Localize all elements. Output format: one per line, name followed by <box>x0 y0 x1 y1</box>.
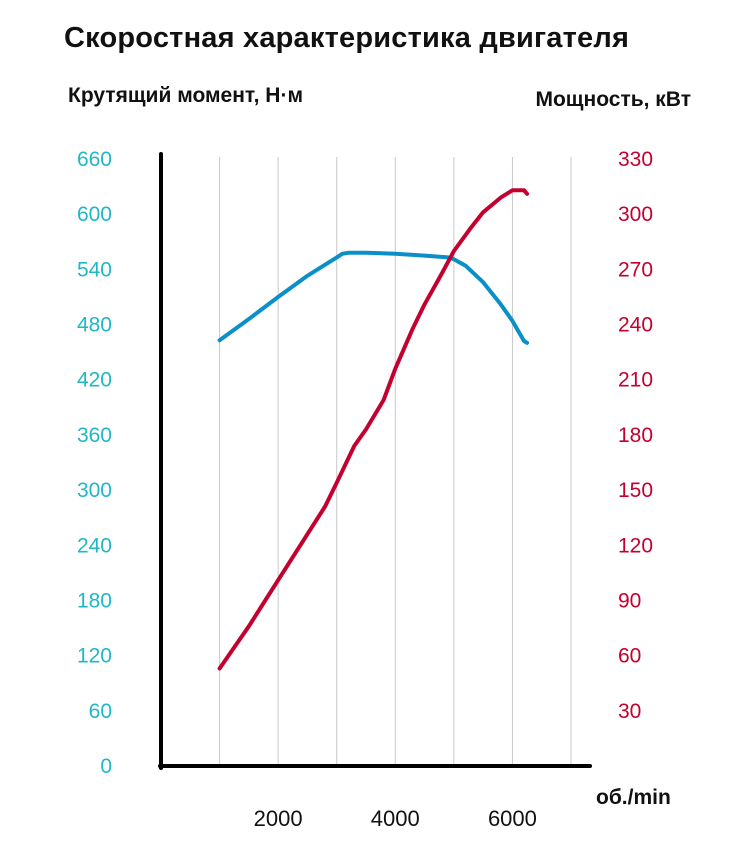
x-tick-label: 6000 <box>488 806 537 831</box>
right-axis-label: Мощность, кВт <box>535 88 691 111</box>
left-tick-label: 420 <box>77 369 112 392</box>
left-tick-label: 240 <box>77 534 112 557</box>
left-tick-label: 300 <box>77 479 112 502</box>
left-axis-label: Крутящий момент, Н·м <box>68 84 303 107</box>
chart-title: Скоростная характеристика двигателя <box>64 22 630 54</box>
x-tick-label: 4000 <box>371 806 420 831</box>
left-tick-label: 480 <box>77 314 112 337</box>
series-lines <box>217 188 530 671</box>
left-tick-label: 0 <box>100 755 112 778</box>
grid-lines <box>219 157 572 766</box>
left-tick-label: 360 <box>77 424 112 447</box>
right-tick-label: 300 <box>618 203 653 226</box>
left-tick-label: 660 <box>77 148 112 171</box>
left-tick-label: 600 <box>77 203 112 226</box>
right-tick-label: 180 <box>618 424 653 447</box>
torque-line <box>217 250 530 345</box>
right-tick-label: 270 <box>618 258 653 281</box>
left-tick-label: 180 <box>77 589 112 612</box>
right-tick-label: 60 <box>618 645 641 668</box>
right-tick-label: 150 <box>618 479 653 502</box>
right-tick-label: 90 <box>618 589 641 612</box>
left-tick-label: 60 <box>89 700 112 723</box>
power-line <box>217 188 530 671</box>
x-axis-label: об./min <box>596 786 671 809</box>
right-tick-label: 120 <box>618 534 653 557</box>
left-tick-label: 120 <box>77 645 112 668</box>
left-tick-label: 540 <box>77 258 112 281</box>
axes <box>158 152 592 770</box>
right-tick-label: 240 <box>618 314 653 337</box>
right-tick-label: 30 <box>618 700 641 723</box>
x-tick-label: 2000 <box>254 806 303 831</box>
tick-labels: 2000 4000 6000 0 60 120 180 240 300 360 420 480 540 6… <box>77 148 653 831</box>
right-tick-label: 210 <box>618 369 653 392</box>
right-tick-label: 330 <box>618 148 653 171</box>
